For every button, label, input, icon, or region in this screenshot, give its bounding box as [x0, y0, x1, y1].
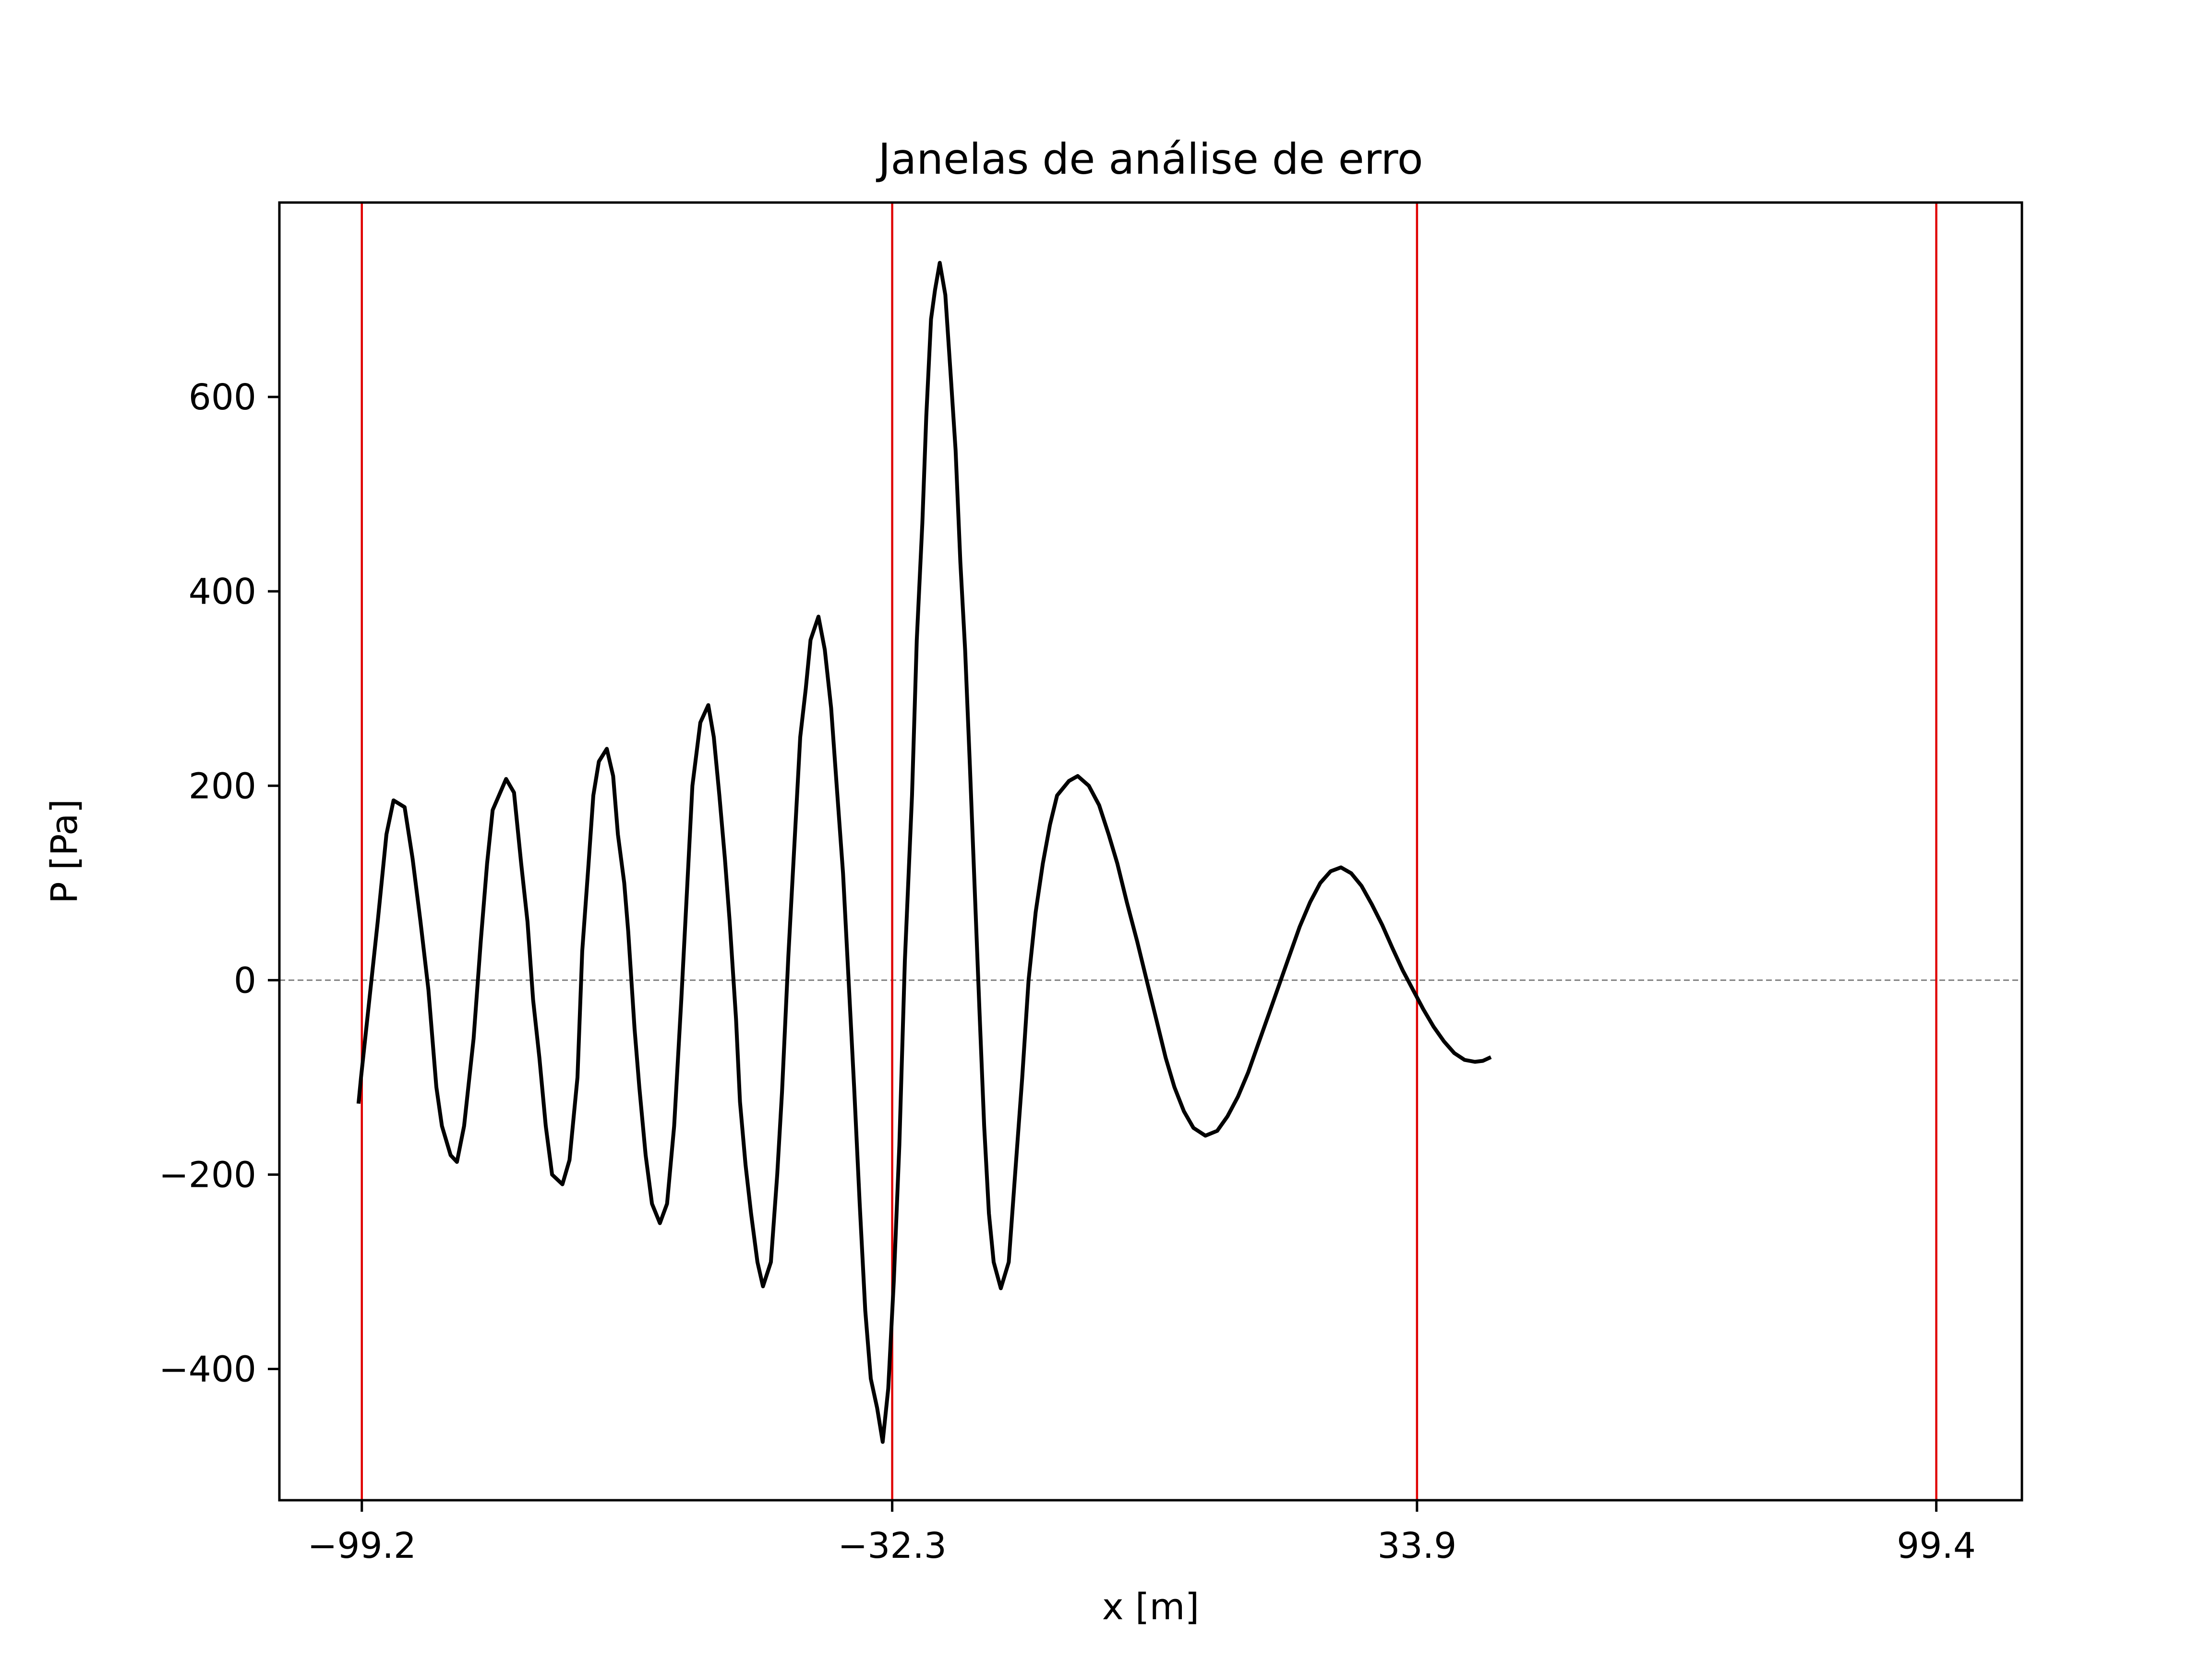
x-tick-label: −32.3: [838, 1525, 947, 1566]
chart-title: Janelas de análise de erro: [876, 134, 1423, 184]
y-axis-label: P [Pa]: [43, 799, 85, 904]
y-tick-label: 200: [189, 765, 256, 807]
x-tick-label: −99.2: [307, 1525, 416, 1566]
y-tick-label: 400: [189, 571, 256, 612]
tick-layer: −99.2 −32.3 33.9 99.4 −400 −200 0 200 400 600: [159, 377, 1976, 1566]
x-tick-label: 33.9: [1378, 1525, 1457, 1566]
y-tick-label: −400: [159, 1349, 256, 1390]
plot-layer: [279, 203, 2022, 1500]
x-axis-label: x [m]: [1102, 1585, 1199, 1628]
y-tick-label: 0: [234, 960, 256, 1001]
pressure-series-line-1: [356, 261, 1492, 1444]
x-tick-label: 99.4: [1897, 1525, 1976, 1566]
y-tick-label: 600: [189, 377, 256, 418]
y-tick-label: −200: [159, 1154, 256, 1195]
plot-frame: [278, 201, 2023, 1502]
